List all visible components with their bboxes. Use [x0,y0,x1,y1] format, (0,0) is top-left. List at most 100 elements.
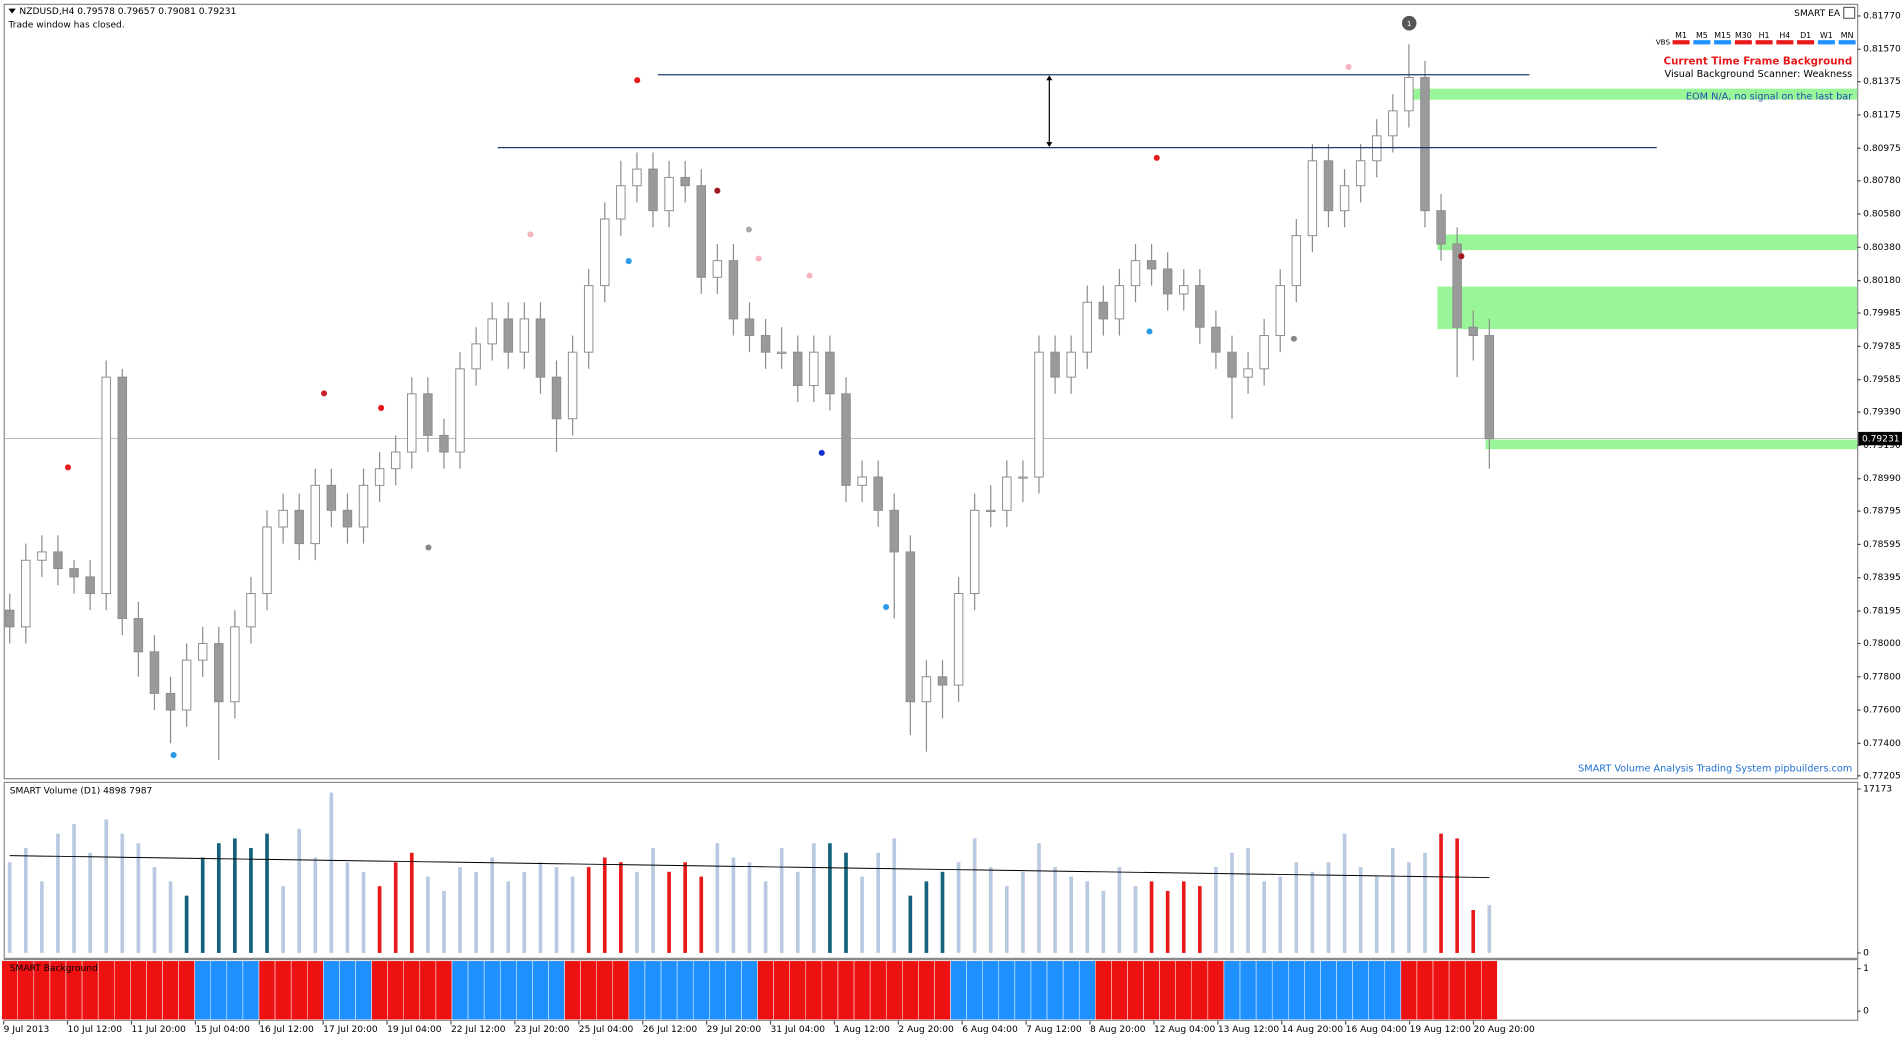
candle-body [101,376,111,595]
candle-body [632,168,642,187]
background-bar [1159,960,1176,1020]
signal-marker-label: 1 [1407,19,1412,28]
background-bar [1255,960,1273,1020]
candle-body [551,376,562,420]
candle-body [197,642,208,661]
background-bar [612,960,630,1020]
volume-bar [1021,871,1025,953]
volume-title: SMART Volume (D1) 4898 7987 [10,786,153,796]
volume-bar [844,852,848,953]
time-label: 11 Jul 20:00 [131,1025,186,1035]
volume-bar [635,871,639,953]
volume-bar [779,847,784,953]
volume-bar [200,857,205,953]
candle-body [1275,285,1285,337]
background-bar [692,960,710,1020]
background-bar [532,960,549,1020]
background-bar [162,960,179,1020]
candle-body [1355,160,1366,187]
price-tick-label: 0.81175 [1863,110,1901,120]
volume-bar [699,876,704,953]
background-bar [387,960,404,1020]
volume-tick-label: 0 [1863,948,1869,958]
candle-body [776,351,787,354]
price-tick-label: 0.78195 [1863,607,1901,617]
price-tick-label: 0.78595 [1863,540,1901,550]
candle-body [889,509,899,553]
candle-body [744,318,755,337]
background-bar [516,960,533,1020]
background-bar [146,960,163,1020]
volume-bar [23,847,28,953]
volume-bar [892,838,897,953]
timeframe-label: M15 [1714,31,1731,40]
price-tick-label: 0.79390 [1863,408,1901,418]
candle-body [69,568,79,578]
background-bar [258,960,276,1020]
volume-bar [1407,862,1411,953]
background-bar [725,960,742,1020]
volume-bar [88,852,92,953]
time-label: 17 Jul 20:00 [323,1025,378,1035]
volume-bar [1390,847,1395,953]
candle-body [149,651,160,694]
candle-body [567,351,578,420]
background-bar [339,960,356,1020]
volume-bar [1278,876,1283,953]
volume-bar [152,867,157,953]
candle-body [53,551,63,570]
candle-body [616,185,626,220]
timeframe-label: D1 [1800,31,1811,40]
candle-body [85,576,95,595]
candle-body [1098,301,1109,320]
background-bar [1432,960,1450,1020]
volume-bar [377,886,382,953]
ea-face[interactable] [1843,6,1856,19]
supply-demand-zone [1485,439,1858,450]
background-bar [1223,960,1241,1020]
background-bar [1191,960,1209,1020]
background-bar [1416,960,1434,1020]
volume-bar [602,857,607,953]
candle-body [1339,185,1350,212]
timeframe-state [1838,40,1856,45]
volume-average [9,855,1490,879]
candle-body [1034,351,1044,478]
price-tick-label: 0.81570 [1863,45,1901,55]
time-label: 7 Aug 12:00 [1026,1025,1082,1035]
price-tick-label: 0.80780 [1863,176,1901,186]
timeframe-state [1797,40,1815,45]
volume-bar [1294,862,1299,953]
volume-bar [136,843,141,953]
volume-bar [1262,881,1266,953]
volume-bar [1165,890,1170,953]
background-bar [966,960,983,1020]
time-label: 15 Jul 04:00 [195,1025,250,1035]
vbs-label: VBS [1656,38,1671,47]
price-tick-label: 0.79585 [1863,375,1901,385]
supply-demand-zone [1437,286,1858,330]
candle-body [825,351,835,395]
background-tick-label: 0 [1863,1007,1869,1017]
candle-body [1259,335,1269,370]
price-tick-label: 0.81375 [1863,77,1901,87]
candle-body [535,318,546,378]
background-bar [628,960,646,1020]
candle-body [969,509,980,595]
dropdown-icon[interactable] [8,8,16,14]
footer-link[interactable]: SMART Volume Analysis Trading System pip… [1578,763,1852,774]
candle-body [809,351,819,386]
volume-bar [924,881,929,953]
volume-bar [538,862,543,953]
candle-body [1018,476,1028,479]
time-label: 8 Aug 20:00 [1090,1025,1146,1035]
candle-body [1468,326,1478,337]
volume-bar [233,838,237,953]
background-bar [853,960,871,1020]
volume-bar [393,862,398,953]
scanner-text: Visual Background Scanner: Weakness [1665,69,1853,80]
time-label: 31 Jul 04:00 [771,1025,826,1035]
candle-body [1114,285,1125,320]
volume-bar [1374,876,1379,953]
volume-bar [763,881,768,953]
